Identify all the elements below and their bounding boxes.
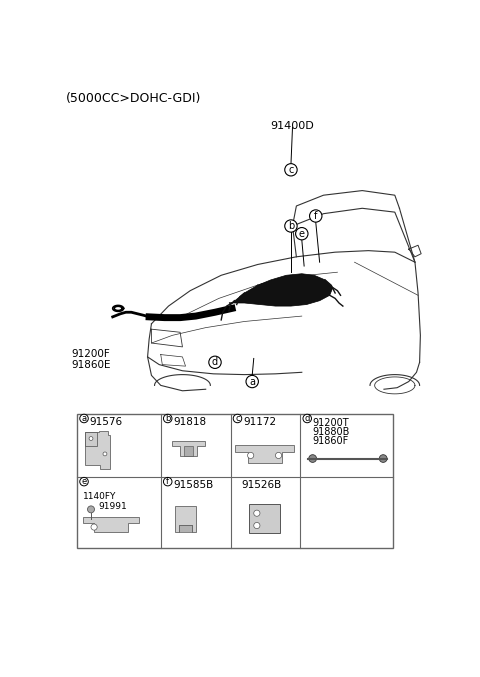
Text: a: a bbox=[249, 376, 255, 387]
Text: 91991: 91991 bbox=[99, 502, 128, 511]
Polygon shape bbox=[180, 525, 192, 532]
Text: f: f bbox=[314, 211, 317, 221]
Text: a: a bbox=[82, 414, 86, 423]
Text: 91400D: 91400D bbox=[271, 121, 314, 131]
Polygon shape bbox=[172, 441, 205, 456]
Polygon shape bbox=[83, 517, 139, 532]
Text: 91200F: 91200F bbox=[72, 349, 110, 359]
Text: d: d bbox=[304, 414, 310, 423]
Polygon shape bbox=[85, 431, 110, 469]
Circle shape bbox=[164, 414, 172, 422]
Circle shape bbox=[80, 414, 88, 422]
Polygon shape bbox=[229, 274, 333, 306]
Circle shape bbox=[285, 164, 297, 176]
Circle shape bbox=[309, 455, 316, 462]
Text: 91576: 91576 bbox=[89, 417, 122, 427]
Circle shape bbox=[248, 452, 254, 458]
Text: f: f bbox=[166, 477, 169, 486]
Polygon shape bbox=[175, 506, 196, 532]
Bar bbox=[249, 504, 280, 533]
Text: e: e bbox=[82, 477, 87, 486]
Polygon shape bbox=[235, 445, 294, 463]
Text: c: c bbox=[235, 414, 240, 423]
Circle shape bbox=[254, 523, 260, 529]
Circle shape bbox=[296, 227, 308, 240]
Text: c: c bbox=[288, 165, 294, 175]
Bar bbox=[77, 414, 393, 548]
Text: 91172: 91172 bbox=[243, 417, 276, 427]
Circle shape bbox=[91, 524, 97, 530]
Text: (5000CC>DOHC-GDI): (5000CC>DOHC-GDI) bbox=[66, 92, 202, 105]
Circle shape bbox=[103, 452, 107, 456]
Text: 1140FY: 1140FY bbox=[83, 492, 117, 502]
Circle shape bbox=[285, 220, 297, 232]
Circle shape bbox=[303, 414, 312, 422]
Text: 91526B: 91526B bbox=[241, 480, 282, 490]
Text: 91860F: 91860F bbox=[312, 436, 349, 446]
Text: 91860E: 91860E bbox=[72, 360, 111, 370]
Text: 91200T: 91200T bbox=[312, 418, 349, 428]
Circle shape bbox=[87, 506, 95, 512]
Text: 91880B: 91880B bbox=[312, 427, 350, 437]
Text: 91818: 91818 bbox=[173, 417, 206, 427]
Circle shape bbox=[209, 356, 221, 368]
Polygon shape bbox=[85, 433, 97, 446]
Circle shape bbox=[276, 452, 282, 458]
Circle shape bbox=[254, 510, 260, 517]
Text: e: e bbox=[299, 229, 305, 239]
Text: 91585B: 91585B bbox=[173, 480, 214, 490]
Circle shape bbox=[310, 210, 322, 222]
Text: d: d bbox=[212, 357, 218, 368]
Circle shape bbox=[233, 414, 242, 422]
Circle shape bbox=[246, 375, 258, 388]
Circle shape bbox=[89, 437, 93, 441]
Polygon shape bbox=[184, 446, 193, 456]
Circle shape bbox=[379, 455, 387, 462]
Circle shape bbox=[80, 477, 88, 486]
Text: b: b bbox=[288, 221, 294, 231]
Text: b: b bbox=[165, 414, 170, 423]
Circle shape bbox=[164, 477, 172, 486]
